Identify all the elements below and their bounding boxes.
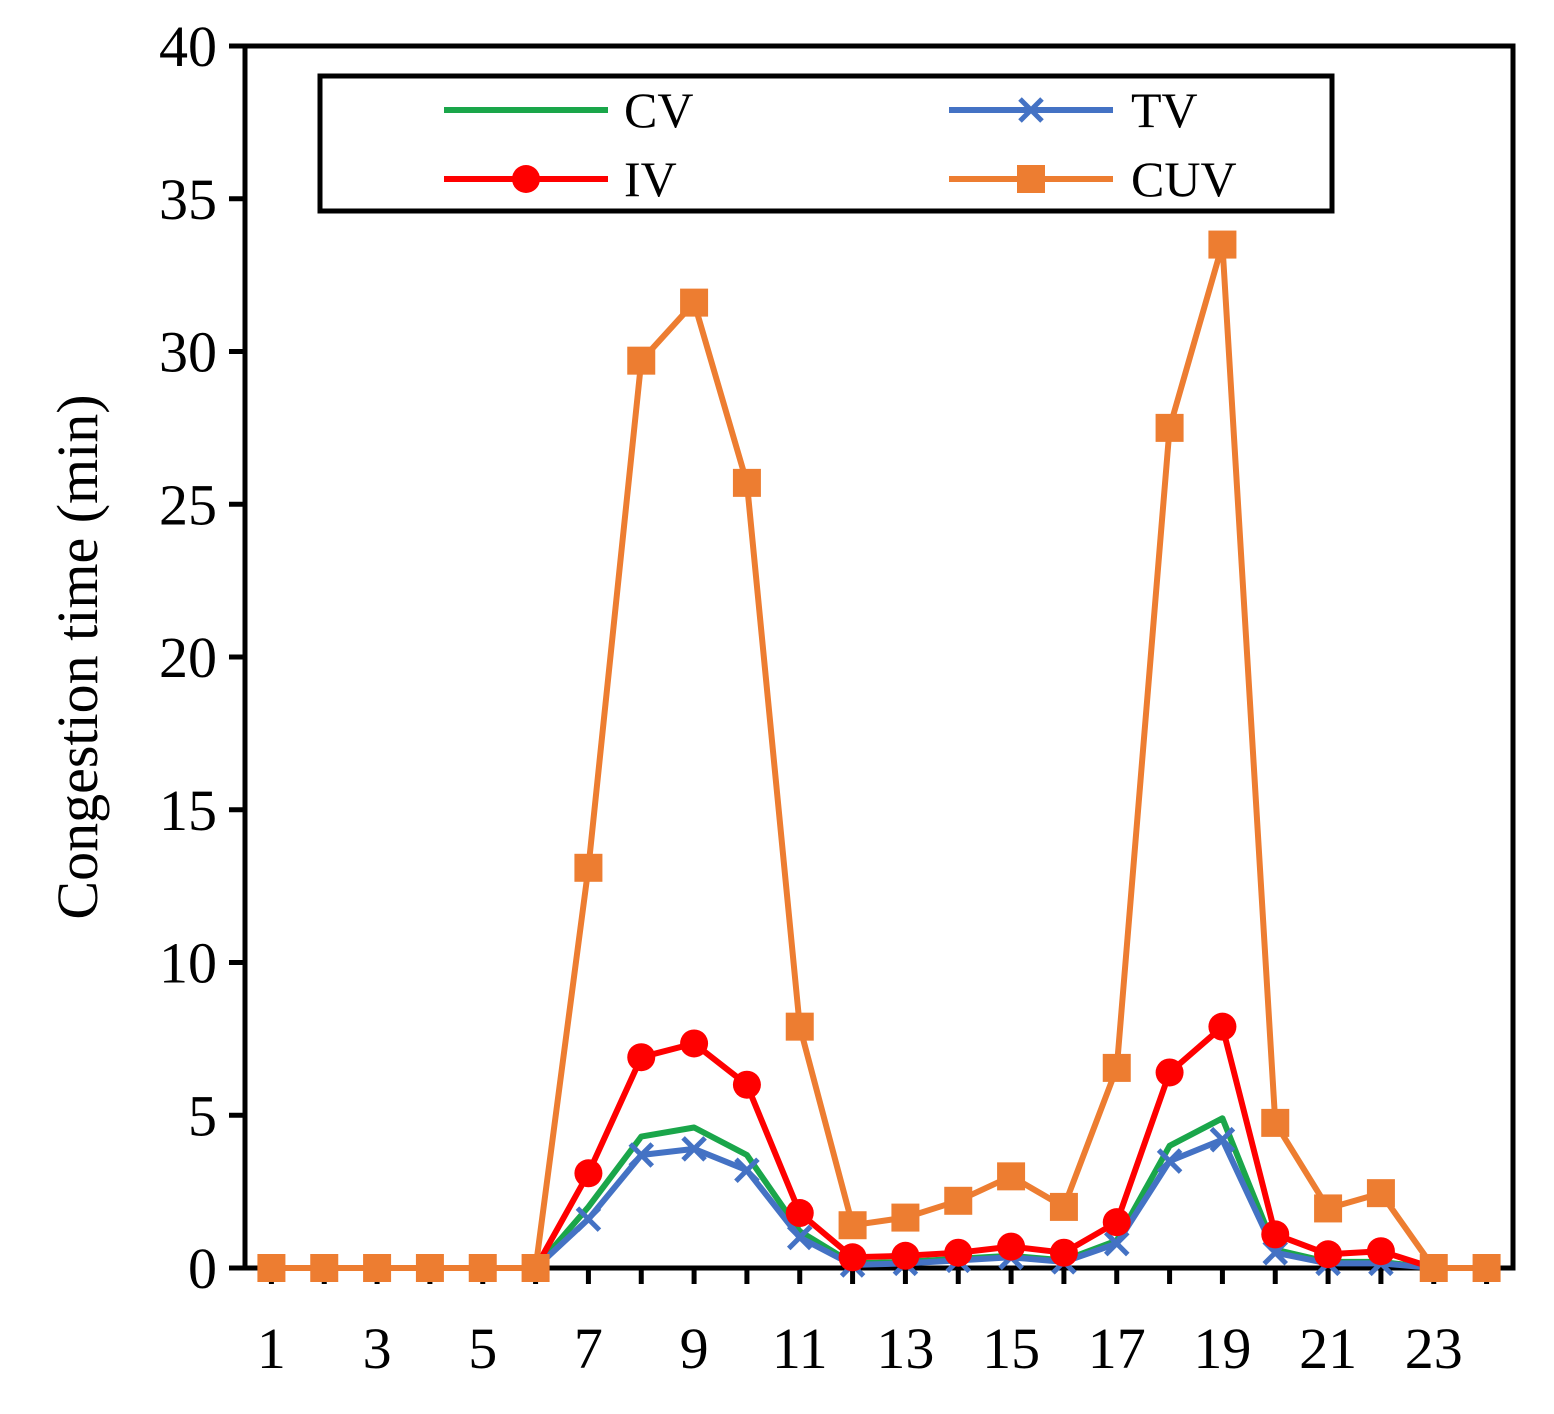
data-point-cuv [574, 853, 603, 882]
data-point-tv [1209, 1126, 1236, 1153]
legend-box [317, 73, 1335, 214]
data-point-tv [575, 1206, 602, 1232]
data-point-iv [680, 1029, 709, 1058]
data-point-cuv [1314, 1194, 1343, 1223]
data-point-cuv [1102, 1053, 1131, 1082]
data-point-iv [1155, 1058, 1184, 1087]
series-line-tv [268, 1136, 1490, 1271]
legend-label-cuv: CUV [1131, 151, 1237, 207]
x-tick-label: 15 [982, 1316, 1040, 1381]
x-tick-label: 1 [257, 1316, 286, 1381]
y-tick-label: 40 [159, 14, 217, 79]
data-point-iv [1366, 1237, 1395, 1266]
x-tick-label: 19 [1193, 1316, 1251, 1381]
data-point-cuv [1472, 1254, 1501, 1282]
data-point-tv [1103, 1230, 1130, 1257]
data-point-iv [1102, 1208, 1131, 1237]
data-point-tv [1156, 1148, 1183, 1174]
data-point-iv [997, 1232, 1026, 1261]
series-line-cuv [268, 241, 1490, 1271]
y-tick-label: 35 [159, 167, 217, 232]
legend-marker-cuv [1017, 165, 1045, 193]
data-point-cuv [680, 288, 709, 317]
data-point-cuv [1366, 1179, 1395, 1208]
y-tick-label: 20 [159, 625, 217, 690]
data-point-tv [786, 1224, 813, 1251]
data-point-iv [944, 1238, 973, 1267]
y-tick-label: 30 [159, 320, 217, 385]
data-point-cuv [891, 1203, 920, 1232]
x-tick-label: 21 [1299, 1316, 1357, 1381]
data-point-iv [891, 1241, 920, 1270]
data-point-cuv [468, 1254, 497, 1282]
legend-marker-tv [1018, 97, 1044, 123]
y-tick-label: 0 [188, 1236, 217, 1301]
data-point-iv [1208, 1012, 1237, 1041]
data-point-tv [734, 1157, 760, 1184]
data-point-cuv [1049, 1192, 1078, 1221]
legend-label-iv: IV [624, 151, 677, 207]
data-point-cuv [997, 1162, 1026, 1191]
data-point-cuv [521, 1254, 550, 1282]
x-tick-label: 17 [1088, 1316, 1146, 1381]
legend-label-tv: TV [1131, 82, 1198, 138]
data-point-iv [574, 1159, 603, 1188]
x-tick-label: 9 [680, 1316, 709, 1381]
data-point-cuv [627, 346, 656, 375]
data-point-tv [628, 1142, 655, 1168]
data-point-iv [1314, 1240, 1343, 1269]
series-line-iv [268, 1023, 1490, 1271]
y-axis-title: Congestion time (min) [45, 394, 110, 919]
legend-marker-iv [512, 165, 540, 193]
x-tick-label: 11 [772, 1316, 828, 1381]
data-point-iv [838, 1243, 867, 1272]
data-point-tv [681, 1136, 707, 1162]
data-point-cuv [944, 1186, 973, 1215]
data-point-iv [732, 1070, 761, 1099]
data-point-cuv [363, 1254, 392, 1282]
data-point-cuv [415, 1254, 444, 1282]
x-tick-label: 3 [363, 1316, 392, 1381]
legend-label-cv: CV [624, 82, 693, 138]
data-point-cuv [1261, 1108, 1290, 1137]
plot-frame [242, 43, 1516, 1271]
x-tick-label: 23 [1405, 1316, 1463, 1381]
y-tick-label: 5 [188, 1083, 217, 1148]
series-group [257, 230, 1501, 1282]
y-tick-label: 15 [159, 778, 217, 843]
data-point-cuv [838, 1211, 867, 1240]
data-point-cuv [1419, 1254, 1448, 1282]
data-point-cuv [732, 468, 761, 497]
data-point-iv [1049, 1238, 1078, 1267]
data-point-iv [1261, 1220, 1290, 1249]
data-point-cuv [310, 1254, 339, 1282]
x-tick-label: 7 [574, 1316, 603, 1381]
data-point-cuv [257, 1254, 286, 1282]
data-point-iv [627, 1043, 656, 1072]
data-point-cuv [785, 1012, 814, 1041]
data-point-cuv [1155, 413, 1184, 442]
x-tick-label: 13 [876, 1316, 934, 1381]
data-point-iv [785, 1199, 814, 1228]
legend: CV TV IV CUV [317, 73, 1335, 214]
data-point-cuv [1208, 230, 1237, 259]
x-tick-label: 5 [468, 1316, 497, 1381]
y-tick-label: 25 [159, 472, 217, 537]
y-tick-label: 10 [159, 931, 217, 996]
